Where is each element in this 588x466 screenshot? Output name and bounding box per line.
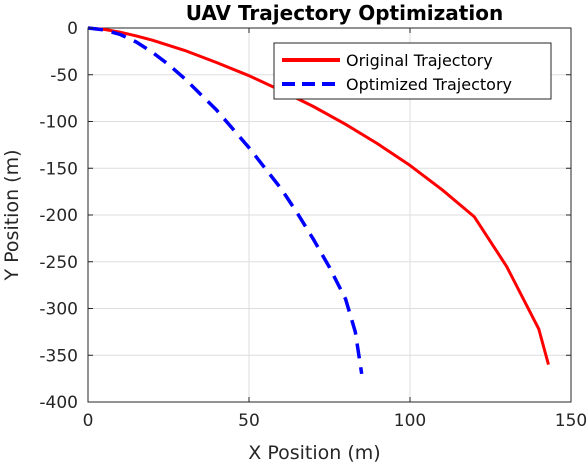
series-line-optimized <box>87 26 364 375</box>
x-tick-label: 150 <box>555 411 587 431</box>
y-tick-label: 0 <box>67 19 78 39</box>
axis-ticks: 0 50 100 150 0 -50 -100 -150 -200 -250 -300 -350 -40… <box>39 19 587 431</box>
y-tick-label: -350 <box>39 346 78 366</box>
x-axis-label: X Position (m) <box>248 442 380 464</box>
legend-label: Original Trajectory <box>346 51 493 70</box>
y-tick-label: -100 <box>39 113 78 133</box>
legend-box <box>273 42 552 100</box>
y-axis-label: Y Position (m) <box>1 150 23 282</box>
y-tick-label: -200 <box>39 206 78 226</box>
y-tick-label: -150 <box>39 159 78 179</box>
y-tick-label: -400 <box>39 393 78 413</box>
x-tick-label: 0 <box>83 411 94 431</box>
legend-label: Optimized Trajectory <box>346 75 512 94</box>
y-tick-label: -250 <box>39 253 78 273</box>
y-tick-label: -300 <box>39 300 78 320</box>
y-tick-label: -50 <box>50 66 78 86</box>
legend: Original Trajectory Optimized Trajectory <box>273 42 552 100</box>
x-tick-label: 50 <box>238 411 260 431</box>
chart-title: UAV Trajectory Optimization <box>186 1 503 25</box>
x-tick-label: 100 <box>394 411 426 431</box>
